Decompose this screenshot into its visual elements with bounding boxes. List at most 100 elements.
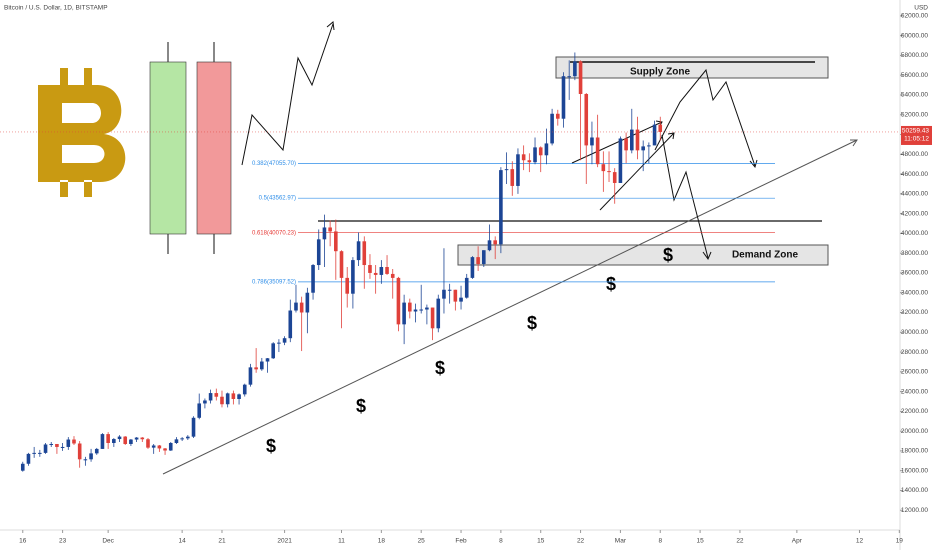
y-tick-label: 54000.00 [901,92,928,99]
candle-body [282,338,287,343]
candle-body [396,277,401,325]
candle-body [26,453,31,464]
candle-body [94,448,99,454]
candle-body [66,439,71,447]
dollar-sign: $ [356,396,366,416]
candle-body [550,113,554,144]
x-tick-label: 12 [856,538,864,545]
x-tick-label: Mar [615,538,627,545]
candle-body [294,302,298,311]
x-tick-label: 23 [59,538,67,545]
candle-body [499,170,503,245]
candle-body [436,298,441,329]
candle-body [77,443,82,460]
y-tick-label: 24000.00 [901,388,928,395]
candle-body [453,289,458,302]
candle-body [112,439,116,443]
candle-body [408,302,412,312]
y-tick-label: 30000.00 [901,329,928,336]
candle-body [134,437,139,440]
candle-body [203,400,207,404]
y-tick-label: 42000.00 [901,210,928,217]
candle-body [277,342,281,344]
y-tick-label: 62000.00 [901,13,928,20]
candle-body [652,124,657,146]
candle-body [425,307,429,310]
illustration-candle [149,61,187,235]
y-tick-label: 52000.00 [901,111,928,118]
candle-body [390,273,395,278]
candle-body [225,393,230,405]
x-tick-label: Apr [792,538,803,545]
candle-body [504,169,509,171]
candle-body [43,444,48,453]
projection-up [654,68,756,167]
candle-body [493,240,497,245]
candle-body [419,309,423,311]
y-tick-label: 12000.00 [901,507,928,514]
candle-body [544,143,549,156]
arrow-head [702,251,712,261]
candle-body [123,436,128,444]
y-tick-label: 48000.00 [901,151,928,158]
demand-label: Demand Zone [732,250,799,261]
candle-body [356,241,361,261]
candle-body [339,251,344,278]
candle-body [151,445,156,448]
candle-body [351,260,355,294]
candle-body [402,302,406,325]
y-tick-label: 60000.00 [901,32,928,39]
y-tick-label: 28000.00 [901,349,928,356]
candle-body [555,113,560,119]
candle-body [32,452,36,454]
bitcoin-logo [38,68,126,197]
zigzag-arrow [241,23,334,166]
candle-body [174,439,179,443]
candle-body [607,171,611,173]
candle-body [311,265,315,293]
fib-label: 0.786(35097.52) [252,279,296,285]
drawings [38,21,858,475]
candle-body [590,137,594,146]
last-price-label: 50259.43 [902,128,929,135]
x-tick-label: 11 [338,538,345,545]
candle-body [516,154,520,186]
candle-body [72,439,76,444]
x-tick-label: 19 [896,538,904,545]
candle-body [60,446,65,448]
candle-body [163,448,167,451]
candle-body [459,297,463,302]
candle-body [288,310,293,339]
candle-body [83,459,88,461]
fib-label: 0.382(47055.70) [252,161,296,167]
y-tick-label: 56000.00 [901,72,928,79]
candle-body [20,463,25,471]
candle-body [573,61,577,77]
fib-label: 0.5(43562.97) [259,196,296,202]
candle-body [618,138,623,183]
y-tick-label: 40000.00 [901,230,928,237]
candle-body [612,172,617,183]
y-tick-label: 26000.00 [901,369,928,376]
candle-body [254,367,258,370]
candle-body [38,452,42,454]
x-tick-label: 16 [19,538,27,545]
candle-body [89,453,93,460]
dollar-sign: $ [527,313,537,333]
candle-body [561,76,566,119]
dollar-sign: $ [663,245,673,265]
x-tick-label: 2021 [277,538,292,545]
candle-body [322,227,327,240]
y-tick-label: 20000.00 [901,428,928,435]
candle-body [265,358,270,362]
candle-body [106,434,110,443]
y-tick-label: 34000.00 [901,289,928,296]
supply-zone [555,56,829,79]
candle-body [567,76,571,78]
candle-body [578,61,583,94]
candle-body [231,393,236,399]
x-tick-label: 14 [179,538,187,545]
candle-body [538,147,543,156]
arrow-head [850,139,858,147]
